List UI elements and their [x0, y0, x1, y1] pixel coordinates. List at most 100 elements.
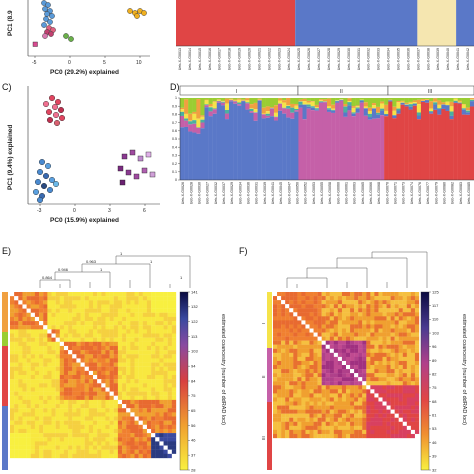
heat-cell: [101, 408, 106, 413]
heat-cell: [14, 370, 19, 376]
panel-d-bar-segment: [392, 118, 397, 180]
panel-c-ylabel: PC1 (9.4%) explained: [7, 125, 14, 190]
heat-cell: [39, 428, 44, 434]
heat-cell: [402, 312, 407, 317]
heat-cell: [410, 344, 416, 349]
heat-cell: [374, 340, 379, 345]
heat-cell: [414, 332, 420, 337]
heat-cell: [337, 365, 343, 370]
heat-cell: [378, 352, 383, 358]
panel-d-bar-segment: [429, 108, 434, 112]
heat-cell: [414, 393, 420, 398]
heat-cell: [281, 300, 286, 305]
heat-cell: [394, 312, 399, 317]
heat-cell: [402, 377, 407, 382]
heat-cell: [93, 453, 98, 459]
panel-d-bar-segment: [208, 98, 213, 104]
heat-cell: [55, 441, 60, 446]
heat-cell: [281, 336, 286, 341]
heat-cell: [309, 409, 314, 414]
panel-e-colorbar: [179, 291, 189, 471]
heat-cell: [382, 312, 387, 317]
heat-cell: [354, 320, 359, 325]
heat-cell: [155, 387, 160, 392]
heat-cell: [59, 449, 65, 454]
heat-cell: [18, 366, 23, 371]
heat-cell: [289, 421, 294, 426]
heat-cell: [362, 397, 367, 402]
heat-cell: [122, 420, 127, 425]
heat-cell: [117, 375, 123, 380]
heat-cell: [68, 292, 73, 297]
heat-cell: [93, 362, 98, 367]
heat-cell: [398, 373, 403, 378]
heat-cell: [113, 321, 119, 326]
panel-d-bar-segment: [204, 104, 209, 106]
heat-cell: [317, 429, 322, 435]
panel-d-bar-segment: [286, 105, 291, 106]
heat-cell: [134, 408, 139, 413]
panel-a-points: [32, 0, 147, 47]
heat-cell: [346, 352, 351, 358]
heat-cell: [159, 433, 164, 438]
heat-cell: [346, 308, 351, 313]
heat-cell: [146, 424, 152, 430]
heat-cell: [51, 391, 56, 396]
heat-cell: [93, 370, 98, 376]
heat-cell: [329, 397, 334, 402]
heat-cell: [134, 292, 139, 297]
heat-cell: [30, 437, 36, 442]
heat-cell: [151, 408, 156, 413]
heat-cell: [378, 308, 383, 313]
heat-cell: [43, 345, 48, 351]
heat-cell: [47, 316, 52, 322]
heat-cell: [309, 405, 314, 410]
panel-f-colorbar-tick: 75: [432, 385, 437, 390]
heat-cell: [109, 308, 114, 313]
heat-cell: [134, 453, 139, 459]
heat-cell: [142, 312, 148, 318]
heat-cell: [138, 325, 143, 330]
heat-cell: [366, 393, 371, 398]
heat-cell: [80, 366, 85, 371]
heat-cell: [80, 333, 85, 338]
heat-cell: [22, 312, 27, 318]
panel-d-bar-segment: [359, 102, 364, 180]
panel-f-colorbar-tick: 96: [432, 344, 437, 349]
heat-cell: [390, 409, 395, 414]
panel-d-bar-segment: [249, 108, 254, 112]
heat-cell: [126, 329, 131, 334]
heat-cell: [101, 341, 106, 347]
heat-cell: [414, 369, 420, 374]
heat-cell: [378, 336, 383, 341]
heat-cell: [10, 420, 15, 425]
heat-cell: [22, 420, 27, 425]
heat-cell: [68, 345, 73, 351]
heat-cell: [333, 393, 339, 398]
heat-cell: [22, 341, 27, 347]
heat-cell: [370, 312, 375, 317]
heat-cell: [151, 354, 156, 359]
heat-cell: [113, 437, 119, 442]
heat-cell: [39, 408, 44, 413]
panel-d-bar-segment: [322, 99, 328, 102]
heat-cell: [84, 316, 89, 322]
heat-cell: [325, 348, 330, 353]
heat-cell: [126, 428, 131, 434]
heat-cell: [34, 292, 40, 297]
heat-cell: [76, 387, 81, 392]
heat-cell: [325, 316, 330, 321]
panel-d-bar-segment: [331, 109, 336, 111]
panel-b-xtick-label: Ueb-X-G0037: [416, 48, 420, 70]
heat-cell: [138, 304, 143, 309]
heat-cell: [84, 325, 89, 330]
heat-cell: [142, 408, 148, 413]
panel-d-bar-segment: [298, 98, 303, 100]
heat-cell: [51, 304, 56, 309]
panel-d-bar-segment: [327, 108, 332, 110]
heat-cell: [358, 373, 363, 378]
heat-cell: [277, 344, 282, 349]
heat-cell: [309, 381, 314, 386]
heat-cell: [309, 365, 314, 370]
heat-cell: [80, 354, 85, 359]
